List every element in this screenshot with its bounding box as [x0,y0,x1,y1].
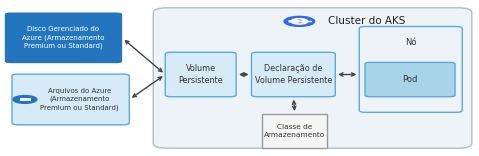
Text: Pod: Pod [402,75,418,84]
Text: Cluster do AKS: Cluster do AKS [328,16,406,26]
FancyBboxPatch shape [5,12,122,63]
FancyBboxPatch shape [12,74,129,125]
FancyBboxPatch shape [251,52,335,97]
FancyBboxPatch shape [153,8,472,148]
Text: Nó: Nó [405,38,417,47]
Text: Disco Gerenciado do
Azure (Armazenamento
Premium ou Standard): Disco Gerenciado do Azure (Armazenamento… [22,26,105,49]
Circle shape [284,16,315,26]
Circle shape [291,19,308,24]
Text: Classe de
Armazenamento: Classe de Armazenamento [264,124,325,138]
Circle shape [13,95,37,103]
FancyBboxPatch shape [359,27,462,112]
FancyBboxPatch shape [165,52,236,97]
Text: Declaração de
Volume Persistente: Declaração de Volume Persistente [255,64,332,85]
Text: Volume
Persistente: Volume Persistente [178,64,223,85]
Text: Arquivos do Azure
(Armazenamento
Premium ou Standard): Arquivos do Azure (Armazenamento Premium… [40,88,119,111]
FancyBboxPatch shape [365,62,455,97]
Circle shape [296,20,303,22]
FancyBboxPatch shape [262,114,327,148]
